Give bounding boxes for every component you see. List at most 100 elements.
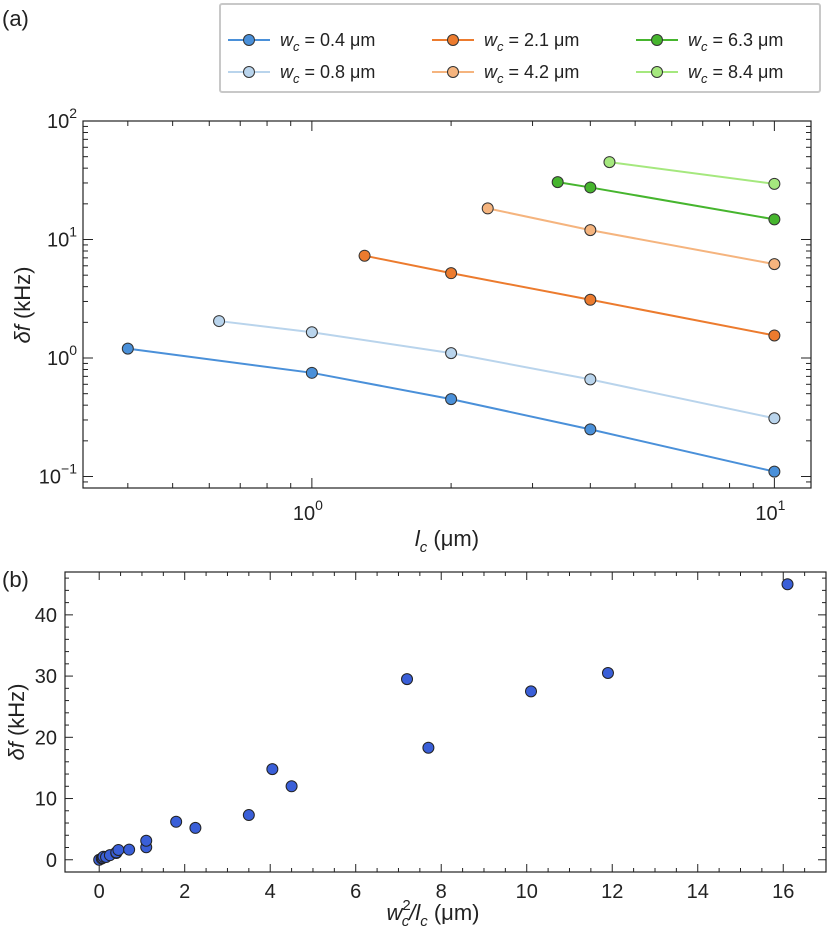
panel-a-chart: (a) 100 101 10−1 100 101 102 lc (μm) δf (kHz)… [2,3,821,556]
data-point [445,347,458,360]
data-point [305,366,318,379]
scatter-point [242,809,255,822]
legend-label: wc = 6.3 μm [688,30,783,54]
y-tick-label: 40 [35,605,57,627]
legend-box [219,3,821,93]
scatter-point [170,815,183,828]
legend-entry-1: wc = 0.4 μm [228,30,375,54]
y-tick-label: 10−1 [39,461,77,489]
panel-a-label: (a) [2,6,29,31]
panel-b-plot-frame [64,571,827,873]
scatter-point [285,780,298,793]
scatter-point [525,685,538,698]
y-tick-label: 20 [35,727,57,749]
x-tick-label: 2 [179,881,190,903]
y-tick-label: 101 [47,224,77,252]
scatter-point [781,578,794,591]
data-point [584,181,597,194]
y-tick-label: 10 [35,789,57,811]
data-point [445,393,458,406]
y-tick-label: 0 [46,850,57,872]
scatter-point [189,821,202,834]
panel-b-x-axis-label: w2 c/lc (μm) [386,897,479,930]
y-tick-label: 30 [35,666,57,688]
data-point [768,465,781,478]
series-1 [121,342,781,478]
legend-marker [447,66,459,78]
series-4 [481,202,781,271]
series-6 [603,156,781,190]
legend-label: wc = 0.8 μm [280,62,375,86]
x-tick-label: 8 [436,881,447,903]
data-point [584,224,597,237]
panel-b-tick-labels: 0 2 4 6 8 10 12 14 16 0 10 20 30 40 [35,605,795,903]
panel-b-chart: (b) 0 2 4 6 8 10 12 14 16 0 10 20 30 40 w2 c/lc (μm) δ… [2,567,827,930]
legend-label: wc = 4.2 μm [484,62,579,86]
series-line [487,207,775,266]
x-tick-label: 14 [687,881,709,903]
x-tick-label: 101 [755,497,785,525]
legend-marker [243,34,255,46]
legend-entry-3: wc = 2.1 μm [432,30,579,54]
data-point [584,423,597,436]
panel-b-points [93,578,794,866]
x-tick-label: 6 [350,881,361,903]
data-point [603,156,616,169]
panel-a-plot-frame [82,120,812,489]
data-point [213,315,226,328]
panel-a-series [121,156,781,478]
x-tick-label: 16 [772,881,794,903]
scatter-point [140,834,153,847]
legend-entry-5: wc = 6.3 μm [636,30,783,54]
legend-marker [243,66,255,78]
series-5 [551,176,781,226]
series-3 [358,249,781,342]
x-tick-label: 100 [293,497,323,525]
data-point [584,293,597,306]
legend-marker [651,34,663,46]
data-point [481,202,494,215]
panel-a-tick-labels: 100 101 10−1 100 101 102 [39,105,786,525]
data-point [768,412,781,425]
series-line [127,347,775,473]
data-point [121,342,134,355]
scatter-point [422,741,435,754]
legend-marker [651,66,663,78]
legend-entry-2: wc = 0.8 μm [228,62,375,86]
x-tick-label: 12 [601,881,623,903]
panel-b-label: (b) [2,567,29,592]
x-tick-label: 0 [94,881,105,903]
scatter-point [123,843,136,856]
data-point [768,213,781,226]
panel-a-x-axis-label: lc (μm) [415,526,479,556]
series-line [364,254,775,337]
x-tick-label: 10 [516,881,538,903]
data-point [768,258,781,271]
data-point [358,249,371,262]
legend-entry-4: wc = 4.2 μm [432,62,579,86]
series-2 [213,315,781,425]
y-tick-label: 100 [47,342,77,370]
x-tick-label: 4 [265,881,276,903]
panel-b-y-axis-label: δf (kHz) [4,683,29,760]
legend-entry-6: wc = 8.4 μm [636,62,783,86]
legend-label: wc = 8.4 μm [688,62,783,86]
data-point [305,326,318,339]
data-point [445,267,458,280]
data-point [584,373,597,386]
panel-a-ticks [83,120,811,489]
scatter-point [601,667,614,680]
legend-label: wc = 2.1 μm [484,30,579,54]
scatter-point [112,843,125,856]
data-point [551,176,564,189]
scatter-point [266,763,279,776]
series-line [609,161,775,185]
series-line [218,320,775,420]
legend-label: wc = 0.4 μm [280,30,375,54]
y-tick-label: 102 [47,105,77,133]
data-point [768,177,781,190]
legend-marker [447,34,459,46]
data-point [768,329,781,342]
panel-a-legend: wc = 0.4 μm wc = 0.8 μm wc = 2.1 μm wc = 4.… [219,3,821,93]
